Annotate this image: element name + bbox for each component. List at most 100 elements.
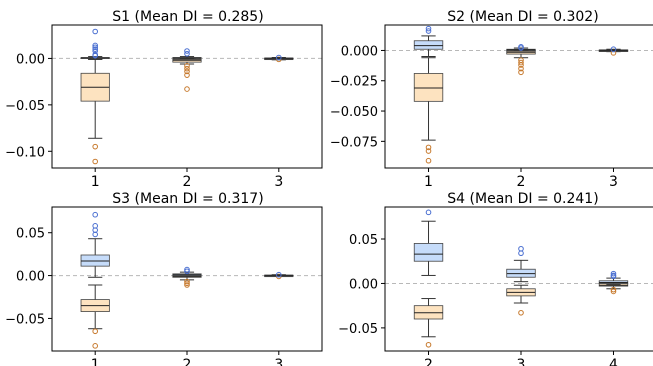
subplot-s2: S2 (Mean DI = 0.302) 0.000 −0.025 −0.050 −0… <box>330 9 653 190</box>
plot-frame <box>384 24 653 169</box>
outlier-point <box>184 63 190 69</box>
box-negative <box>506 284 536 316</box>
iqr-box <box>413 40 444 50</box>
x-tick-label: 2 <box>183 174 192 190</box>
box-negative <box>80 58 110 165</box>
outlier-point <box>276 271 282 278</box>
outlier-point <box>184 72 190 78</box>
outlier-point <box>276 54 282 61</box>
outlier-point <box>92 211 98 218</box>
y-tick-label: −0.10 <box>5 145 45 160</box>
box-positive <box>413 25 444 58</box>
box-positive <box>172 48 202 59</box>
plot-frame <box>51 206 323 352</box>
outlier-point <box>184 280 190 287</box>
subplot-title: S4 (Mean DI = 0.241) <box>447 191 598 207</box>
y-tick-label: 0.00 <box>16 52 45 67</box>
plot-area: 0.05 0.00 −0.05 2 3 4 <box>338 206 653 366</box>
outlier-point <box>610 273 617 280</box>
outlier-point <box>92 28 98 35</box>
y-tick-label: 0.000 <box>341 44 378 59</box>
box-positive <box>80 28 110 60</box>
outlier-point <box>425 144 432 151</box>
x-tick-label: 2 <box>517 174 526 190</box>
outlier-point <box>425 209 432 216</box>
outlier-point <box>610 46 617 53</box>
plot-frame <box>384 206 653 352</box>
box-negative <box>413 298 444 348</box>
outlier-point <box>184 268 190 275</box>
x-tick-label: 3 <box>274 357 283 366</box>
subplot-title: S3 (Mean DI = 0.317) <box>112 191 263 207</box>
outlier-point <box>184 278 190 285</box>
box-negative <box>172 275 202 288</box>
outlier-point <box>184 48 190 54</box>
box-negative <box>506 49 536 76</box>
box-positive <box>172 266 202 277</box>
x-tick-label: 1 <box>91 174 100 190</box>
outlier-point <box>184 50 190 57</box>
plot-area: 0.00 −0.05 −0.10 1 2 3 <box>5 24 323 190</box>
iqr-box <box>413 73 444 102</box>
x-tick-label: 3 <box>274 174 283 190</box>
subplot-title: S1 (Mean DI = 0.285) <box>112 9 263 25</box>
outlier-point <box>92 143 98 150</box>
outlier-point <box>425 25 432 32</box>
outlier-point <box>425 157 432 164</box>
subplot-s1: S1 (Mean DI = 0.285) 0.00 −0.05 −0.10 1 2 3 <box>5 9 323 190</box>
x-tick-label: 1 <box>91 357 100 366</box>
subplot-s4: S4 (Mean DI = 0.241) 0.05 0.00 −0.05 2 3 4 <box>338 191 653 366</box>
subplot-title: S2 (Mean DI = 0.302) <box>447 9 598 25</box>
y-tick-label: 0.05 <box>349 233 378 248</box>
outlier-point <box>184 266 190 273</box>
outlier-point <box>92 328 98 335</box>
y-tick-label: 0.05 <box>16 227 45 242</box>
outlier-point <box>518 59 524 66</box>
box-positive <box>413 209 444 276</box>
outlier-point <box>518 69 524 76</box>
outlier-point <box>92 42 98 49</box>
plot-area: 0.05 0.00 −0.05 1 2 3 <box>5 206 323 366</box>
box-negative <box>172 57 202 92</box>
outlier-point <box>610 270 617 277</box>
outlier-point <box>518 62 524 68</box>
y-tick-label: −0.050 <box>330 105 378 120</box>
outlier-point <box>92 52 98 59</box>
outlier-point <box>518 45 524 51</box>
plot-area: 0.000 −0.025 −0.050 −0.075 1 2 3 <box>330 24 653 190</box>
y-tick-label: 0.00 <box>16 270 45 285</box>
box-positive <box>506 245 536 283</box>
outlier-point <box>184 65 190 72</box>
box-positive <box>264 54 294 61</box>
box-positive <box>598 46 629 53</box>
outlier-point <box>610 288 617 295</box>
box-positive <box>80 211 110 278</box>
y-tick-label: −0.075 <box>330 135 378 150</box>
box-positive <box>264 271 294 278</box>
outlier-point <box>92 46 98 52</box>
plot-frame <box>51 24 323 169</box>
outlier-point <box>184 282 190 288</box>
outlier-point <box>518 309 524 316</box>
outlier-point <box>92 44 98 51</box>
x-tick-label: 4 <box>609 357 618 366</box>
subplot-s3: S3 (Mean DI = 0.317) 0.05 0.00 −0.05 1 2 3 <box>5 191 323 366</box>
box-negative <box>413 57 444 164</box>
outlier-point <box>518 65 524 72</box>
iqr-box <box>413 243 444 262</box>
x-tick-label: 1 <box>424 174 433 190</box>
outlier-point <box>184 86 190 92</box>
outlier-point <box>184 68 190 75</box>
y-tick-label: −0.025 <box>330 75 378 90</box>
y-tick-label: 0.00 <box>349 277 378 292</box>
outlier-point <box>92 343 98 349</box>
outlier-point <box>518 250 524 257</box>
outlier-point <box>92 231 98 238</box>
box-positive <box>598 270 629 285</box>
y-tick-label: −0.05 <box>338 322 378 337</box>
outlier-point <box>518 245 524 252</box>
box-negative <box>80 284 110 349</box>
x-tick-label: 3 <box>517 357 526 366</box>
x-tick-label: 2 <box>424 357 433 366</box>
